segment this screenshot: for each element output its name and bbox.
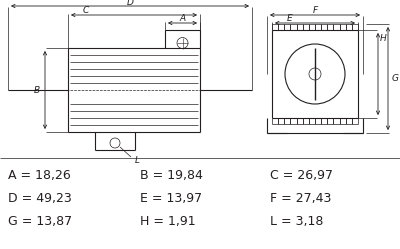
- Text: B: B: [34, 85, 40, 95]
- Text: A = 18,26: A = 18,26: [8, 169, 71, 182]
- Text: G: G: [392, 74, 398, 83]
- Text: B = 19,84: B = 19,84: [140, 169, 203, 182]
- Text: L = 3,18: L = 3,18: [270, 214, 323, 228]
- Text: H: H: [380, 34, 386, 43]
- Text: C: C: [83, 5, 89, 14]
- Text: L: L: [134, 155, 140, 165]
- Text: H = 1,91: H = 1,91: [140, 214, 196, 228]
- Text: F = 27,43: F = 27,43: [270, 191, 331, 204]
- Text: C = 26,97: C = 26,97: [270, 169, 333, 182]
- Text: E: E: [287, 13, 293, 22]
- Text: A: A: [180, 13, 186, 22]
- Text: D: D: [126, 0, 134, 6]
- Text: D = 49,23: D = 49,23: [8, 191, 72, 204]
- Text: G = 13,87: G = 13,87: [8, 214, 72, 228]
- Text: F: F: [312, 5, 318, 14]
- Text: E = 13,97: E = 13,97: [140, 191, 202, 204]
